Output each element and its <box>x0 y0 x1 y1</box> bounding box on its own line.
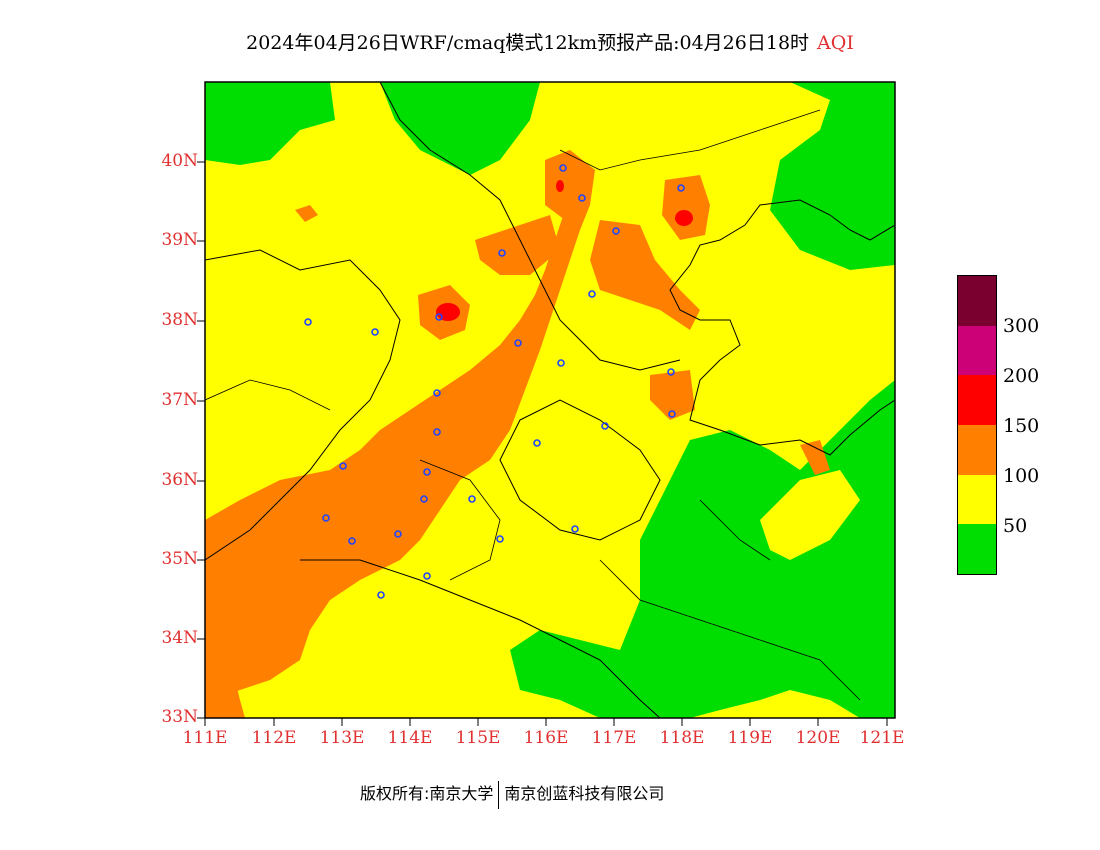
colorbar-label: 200 <box>1003 365 1040 387</box>
aqi-zone-good-se <box>510 380 895 718</box>
aqi-zone-usg-tianjin <box>590 220 700 330</box>
company-text: 南京创蓝科技有限公司 <box>504 784 665 803</box>
lon-label: 121E <box>859 728 905 748</box>
aqi-zone-usg-beijing <box>545 150 595 220</box>
footer-credits: 版权所有:南京大学 南京创蓝科技有限公司 <box>360 780 664 809</box>
lat-label: 36N <box>161 470 198 490</box>
city-marker <box>423 572 431 580</box>
city-marker <box>435 313 443 321</box>
aqi-zone-usg-coast <box>800 440 830 475</box>
colorbar-label: 50 <box>1003 515 1028 537</box>
lat-label: 39N <box>161 230 198 250</box>
city-marker <box>371 328 379 336</box>
aqi-colorbar <box>957 275 997 575</box>
city-marker <box>423 468 431 476</box>
copyright-text: 版权所有:南京大学 <box>360 784 494 803</box>
city-markers <box>304 164 685 599</box>
aqi-zone-good-ne <box>770 82 895 270</box>
lat-label: 40N <box>161 151 198 171</box>
lon-label: 115E <box>455 728 501 748</box>
title-product: AQI <box>817 32 854 54</box>
city-marker <box>377 591 385 599</box>
city-marker <box>468 495 476 503</box>
colorbar-segment <box>958 325 996 376</box>
lat-label: 35N <box>161 549 198 569</box>
city-marker <box>322 514 330 522</box>
aqi-zone-usg-tangshan <box>662 175 710 240</box>
title-main: 2024年04月26日WRF/cmaq模式12km预报产品:04月26日18时 <box>246 32 810 54</box>
city-marker <box>498 249 506 257</box>
lon-label: 111E <box>182 728 228 748</box>
colorbar-segment <box>958 425 996 475</box>
city-marker <box>496 535 504 543</box>
colorbar-segment <box>958 524 996 575</box>
province-border-shandong <box>499 399 661 541</box>
aqi-zone-unhealthy-1 <box>436 303 460 321</box>
axis-ticks <box>197 161 888 726</box>
colorbar-label: 100 <box>1003 465 1040 487</box>
aqi-zone-usg-sw <box>205 640 245 718</box>
province-border-hebei <box>379 82 681 371</box>
lon-label: 118E <box>659 728 705 748</box>
colorbar-segment <box>958 474 996 525</box>
city-marker <box>601 422 609 430</box>
city-marker <box>304 318 312 326</box>
city-marker <box>612 227 620 235</box>
lon-label: 114E <box>387 728 433 748</box>
city-marker <box>668 410 676 418</box>
lon-label: 112E <box>251 728 297 748</box>
city-marker <box>677 184 685 192</box>
city-marker <box>578 194 586 202</box>
city-marker <box>433 428 441 436</box>
city-marker <box>394 530 402 538</box>
aqi-zone-moderate-coast <box>760 470 860 560</box>
footer-divider <box>498 780 500 809</box>
lat-label: 34N <box>161 628 198 648</box>
city-marker <box>348 537 356 545</box>
city-marker <box>514 339 522 347</box>
county-borders <box>205 109 861 701</box>
coastline <box>669 199 895 456</box>
lat-label: 38N <box>161 310 198 330</box>
lon-label: 116E <box>523 728 569 748</box>
aqi-zone-usg-dezhou <box>650 370 695 420</box>
aqi-zone-good-nw <box>205 82 335 165</box>
colorbar-segment <box>958 375 996 426</box>
aqi-zone-good-north <box>380 82 540 175</box>
province-border-shanxi <box>205 249 401 561</box>
colorbar-label: 300 <box>1003 315 1040 337</box>
lat-label: 37N <box>161 390 198 410</box>
city-marker <box>339 462 347 470</box>
city-marker <box>588 290 596 298</box>
city-marker <box>420 495 428 503</box>
lon-label: 120E <box>795 728 841 748</box>
lon-label: 117E <box>591 728 637 748</box>
lon-label: 113E <box>319 728 365 748</box>
city-marker <box>559 164 567 172</box>
aqi-zone-usg-beijing-south <box>475 215 560 275</box>
map-title: 2024年04月26日WRF/cmaq模式12km预报产品:04月26日18时 A… <box>0 28 1100 55</box>
colorbar-label: 150 <box>1003 415 1040 437</box>
city-marker <box>571 525 579 533</box>
city-marker <box>533 439 541 447</box>
colorbar-segment <box>958 276 996 326</box>
city-marker <box>557 359 565 367</box>
map-frame <box>204 81 896 719</box>
lat-label: 33N <box>161 707 198 727</box>
city-marker <box>667 368 675 376</box>
aqi-zone-usg-plume <box>205 195 590 705</box>
aqi-zone-unhealthy-2 <box>675 210 693 226</box>
aqi-field <box>205 82 895 718</box>
aqi-zone-usg-small <box>295 205 318 222</box>
aqi-zone-unhealthy-3 <box>556 180 564 192</box>
lon-label: 119E <box>727 728 773 748</box>
province-border-henan <box>300 559 661 718</box>
city-marker <box>433 389 441 397</box>
